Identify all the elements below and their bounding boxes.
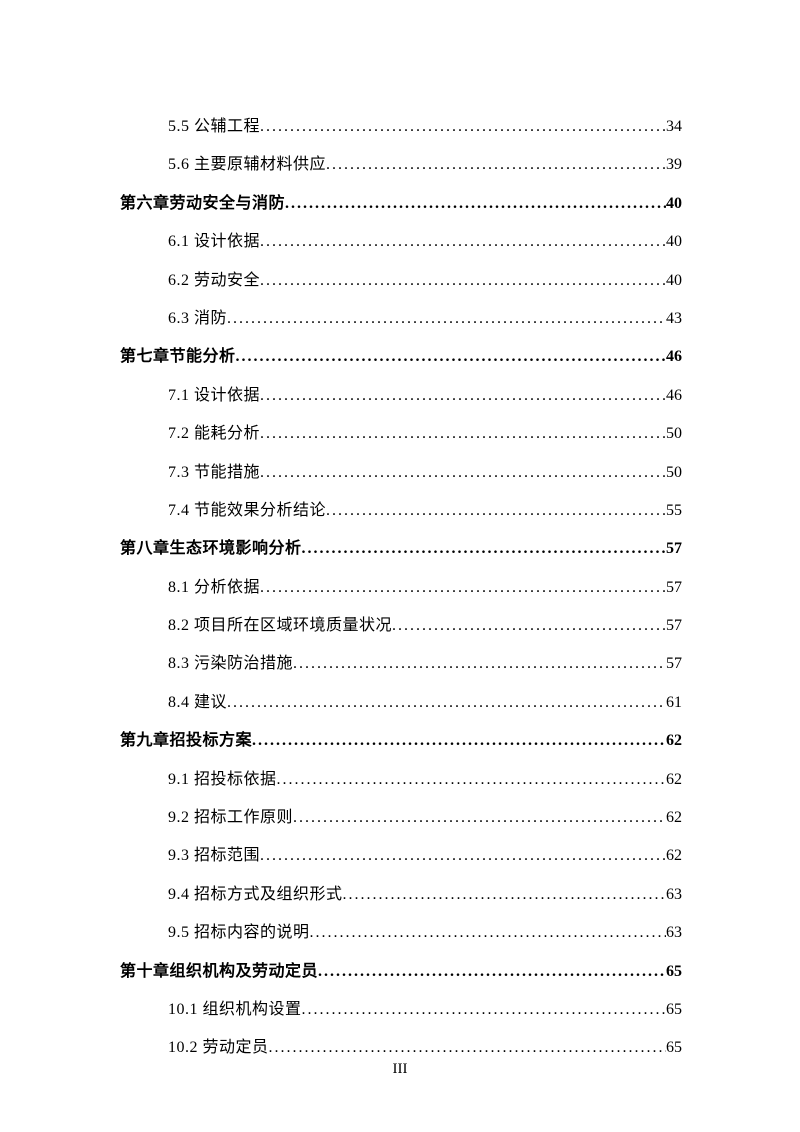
toc-leader-dots [277,761,666,799]
toc-leader-dots [302,530,666,568]
toc-section: 8.2 项目所在区域环境质量状况 57 [168,607,682,645]
toc-entry-title: 第十章组织机构及劳动定员 [120,953,318,991]
page-number: III [0,1061,800,1078]
toc-leader-dots [310,914,666,952]
toc-entry-title: 9.3 招标范围 [168,837,260,875]
toc-leader-dots [260,454,666,492]
toc-section: 7.3 节能措施 50 [168,454,682,492]
toc-leader-dots [260,108,666,146]
toc-section: 8.3 污染防治措施 57 [168,645,682,683]
toc-entry-page: 62 [666,761,682,799]
toc-section: 6.2 劳动安全 40 [168,262,682,300]
toc-entry-page: 40 [666,223,682,261]
toc-entry-title: 8.3 污染防治措施 [168,645,293,683]
toc-entry-title: 第九章招投标方案 [120,722,252,760]
toc-entry-title: 6.2 劳动安全 [168,262,260,300]
toc-entry-title: 6.3 消防 [168,300,227,338]
toc-section: 9.2 招标工作原则 62 [168,799,682,837]
toc-entry-title: 8.2 项目所在区域环境质量状况 [168,607,392,645]
toc-section: 7.4 节能效果分析结论 55 [168,492,682,530]
toc-chapter: 第七章节能分析 46 [120,338,682,376]
toc-entry-page: 39 [666,146,682,184]
toc-section: 10.1 组织机构设置 65 [168,991,682,1029]
toc-entry-title: 9.2 招标工作原则 [168,799,293,837]
toc-section: 5.6 主要原辅材料供应 39 [168,146,682,184]
toc-leader-dots [260,262,666,300]
toc-leader-dots [227,300,666,338]
toc-section: 8.1 分析依据 57 [168,569,682,607]
toc-leader-dots [293,645,666,683]
toc-entry-page: 65 [666,991,682,1029]
toc-entry-page: 57 [666,530,682,568]
table-of-contents: 5.5 公辅工程 345.6 主要原辅材料供应 39第六章劳动安全与消防 406… [120,108,682,1068]
toc-entry-title: 第八章生态环境影响分析 [120,530,302,568]
toc-entry-page: 63 [666,876,682,914]
toc-entry-page: 57 [666,607,682,645]
toc-entry-title: 7.2 能耗分析 [168,415,260,453]
toc-leader-dots [326,492,666,530]
toc-entry-title: 7.1 设计依据 [168,377,260,415]
toc-entry-title: 9.5 招标内容的说明 [168,914,310,952]
toc-leader-dots [285,185,666,223]
toc-entry-title: 7.4 节能效果分析结论 [168,492,326,530]
toc-leader-dots [260,377,666,415]
toc-leader-dots [260,569,666,607]
toc-leader-dots [260,837,666,875]
toc-section: 9.3 招标范围 62 [168,837,682,875]
toc-entry-title: 6.1 设计依据 [168,223,260,261]
toc-leader-dots [293,799,666,837]
toc-entry-title: 9.4 招标方式及组织形式 [168,876,343,914]
toc-leader-dots [302,991,666,1029]
toc-section: 7.2 能耗分析 50 [168,415,682,453]
toc-section: 8.4 建议 61 [168,684,682,722]
toc-entry-page: 50 [666,415,682,453]
toc-leader-dots [236,338,666,376]
toc-section: 9.4 招标方式及组织形式 63 [168,876,682,914]
toc-section: 5.5 公辅工程 34 [168,108,682,146]
toc-entry-page: 34 [666,108,682,146]
toc-entry-page: 50 [666,454,682,492]
toc-leader-dots [252,722,666,760]
toc-entry-title: 5.6 主要原辅材料供应 [168,146,326,184]
toc-chapter: 第十章组织机构及劳动定员 65 [120,953,682,991]
toc-entry-page: 62 [666,837,682,875]
toc-leader-dots [260,223,666,261]
toc-chapter: 第九章招投标方案 62 [120,722,682,760]
toc-leader-dots [326,146,666,184]
toc-entry-page: 62 [666,722,682,760]
toc-section: 6.1 设计依据 40 [168,223,682,261]
toc-entry-page: 65 [666,953,682,991]
toc-entry-page: 46 [666,377,682,415]
toc-entry-page: 63 [666,914,682,952]
toc-entry-title: 8.4 建议 [168,684,227,722]
toc-entry-page: 46 [666,338,682,376]
toc-section: 9.5 招标内容的说明 63 [168,914,682,952]
toc-chapter: 第六章劳动安全与消防 40 [120,185,682,223]
toc-section: 9.1 招投标依据 62 [168,761,682,799]
toc-entry-page: 57 [666,645,682,683]
toc-entry-title: 9.1 招投标依据 [168,761,277,799]
toc-entry-title: 5.5 公辅工程 [168,108,260,146]
toc-entry-page: 40 [666,262,682,300]
toc-leader-dots [343,876,666,914]
toc-entry-title: 第七章节能分析 [120,338,236,376]
toc-entry-title: 10.1 组织机构设置 [168,991,302,1029]
toc-leader-dots [318,953,666,991]
toc-leader-dots [260,415,666,453]
toc-section: 7.1 设计依据 46 [168,377,682,415]
toc-entry-page: 61 [666,684,682,722]
toc-leader-dots [227,684,666,722]
toc-entry-title: 7.3 节能措施 [168,454,260,492]
toc-entry-title: 8.1 分析依据 [168,569,260,607]
toc-chapter: 第八章生态环境影响分析 57 [120,530,682,568]
toc-entry-page: 57 [666,569,682,607]
toc-entry-page: 40 [666,185,682,223]
toc-entry-page: 55 [666,492,682,530]
toc-section: 6.3 消防 43 [168,300,682,338]
toc-entry-page: 43 [666,300,682,338]
toc-leader-dots [392,607,666,645]
toc-entry-page: 62 [666,799,682,837]
toc-entry-title: 第六章劳动安全与消防 [120,185,285,223]
